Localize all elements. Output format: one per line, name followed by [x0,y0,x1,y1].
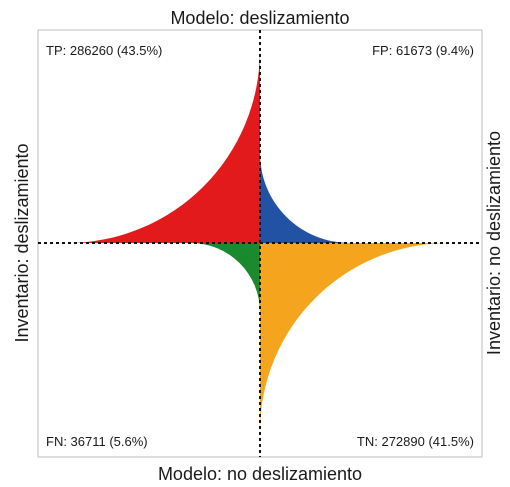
bottom-axis-title: Modelo: no deslizamiento [158,464,362,484]
fp-label: FP: 61673 (9.4%) [372,43,474,58]
fn-label: FN: 36711 (5.6%) [46,434,148,449]
right-axis-title: Inventario: no deslizamiento [484,131,504,355]
left-axis-title: Inventario: deslizamiento [12,143,32,342]
fn-wedge [190,243,260,313]
tn-wedge [260,243,449,432]
tp-label: TP: 286260 (43.5%) [46,43,162,58]
quadrant-wedges [67,50,449,432]
tn-label: TN: 272890 (41.5%) [357,434,474,449]
fp-wedge [260,153,350,243]
top-axis-title: Modelo: deslizamiento [170,8,349,28]
tp-wedge [67,50,260,243]
